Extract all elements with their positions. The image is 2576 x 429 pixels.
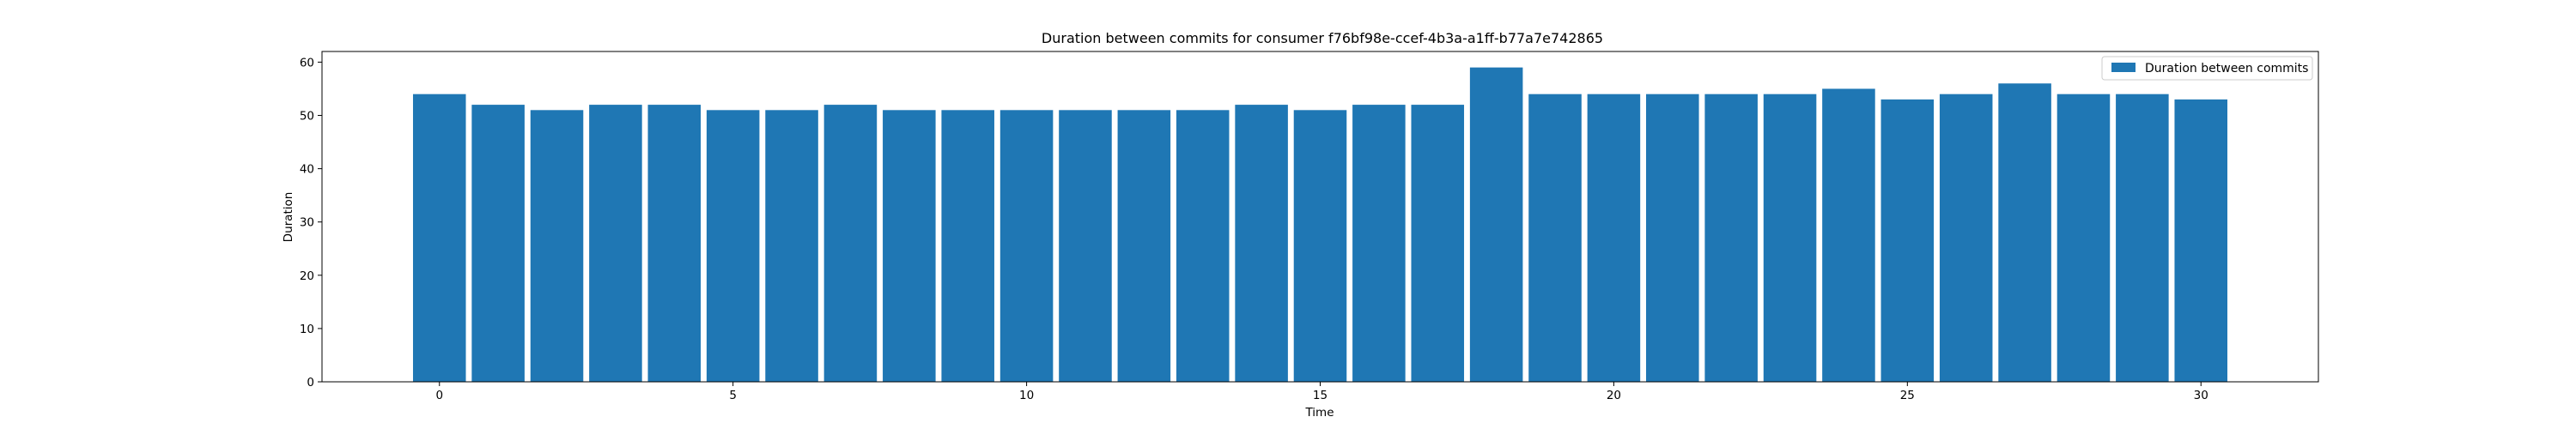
- bar-18: [1469, 67, 1523, 382]
- y-tick-label: 40: [300, 163, 314, 177]
- y-tick-label: 60: [300, 56, 314, 69]
- y-axis-ticks: 0 10 20 30 40 50 60: [300, 56, 322, 390]
- legend-box: [2101, 56, 2313, 81]
- bar-3: [589, 105, 642, 382]
- legend: Duration between commits: [2101, 56, 2313, 81]
- y-tick-label: 0: [307, 376, 314, 390]
- y-axis-label: Duration: [282, 192, 295, 243]
- x-tick-label: 20: [1607, 389, 1621, 402]
- bar-6: [765, 110, 818, 382]
- bar-5: [706, 110, 760, 382]
- legend-label: Duration between commits: [2145, 62, 2308, 76]
- bar-8: [883, 110, 936, 382]
- bar-11: [1059, 110, 1112, 382]
- x-tick-label: 25: [1900, 389, 1915, 402]
- bar-16: [1352, 105, 1406, 382]
- bar-22: [1704, 94, 1758, 383]
- bar-28: [2057, 94, 2111, 383]
- x-tick-label: 0: [435, 389, 443, 402]
- bar-2: [530, 110, 584, 382]
- y-tick-label: 30: [300, 216, 314, 230]
- bar-26: [1939, 94, 1993, 383]
- x-tick-label: 10: [1019, 389, 1034, 402]
- bar-17: [1411, 105, 1465, 382]
- bar-29: [2116, 94, 2169, 383]
- bar-13: [1176, 110, 1230, 382]
- bar-14: [1235, 105, 1288, 382]
- bar-23: [1763, 94, 1817, 383]
- x-axis-ticks: 0 5 10 15 20 25 30: [435, 382, 2208, 402]
- y-tick-label: 20: [300, 269, 314, 283]
- bar-24: [1822, 88, 1875, 382]
- bar-27: [1998, 83, 2051, 382]
- bar-19: [1528, 94, 1582, 383]
- legend-swatch: [2111, 63, 2136, 72]
- x-tick-label: 5: [729, 389, 737, 402]
- bar-25: [1880, 99, 1935, 382]
- bar-20: [1587, 94, 1641, 383]
- bar-0: [412, 94, 466, 383]
- x-tick-label: 15: [1313, 389, 1327, 402]
- x-tick-label: 30: [2194, 389, 2208, 402]
- bar-10: [999, 110, 1054, 382]
- y-tick-label: 10: [300, 323, 314, 336]
- bar-21: [1646, 94, 1699, 383]
- bar-12: [1117, 110, 1171, 382]
- y-tick-label: 50: [300, 110, 314, 124]
- bar-series: [412, 67, 2227, 383]
- bar-9: [941, 110, 994, 382]
- bar-1: [471, 105, 525, 382]
- chart-title: Duration between commits for consumer f7…: [1042, 30, 1603, 46]
- bar-15: [1293, 110, 1347, 382]
- bar-7: [823, 105, 878, 382]
- bar-4: [647, 105, 702, 382]
- bar-30: [2174, 99, 2227, 382]
- x-axis-label: Time: [1304, 406, 1334, 420]
